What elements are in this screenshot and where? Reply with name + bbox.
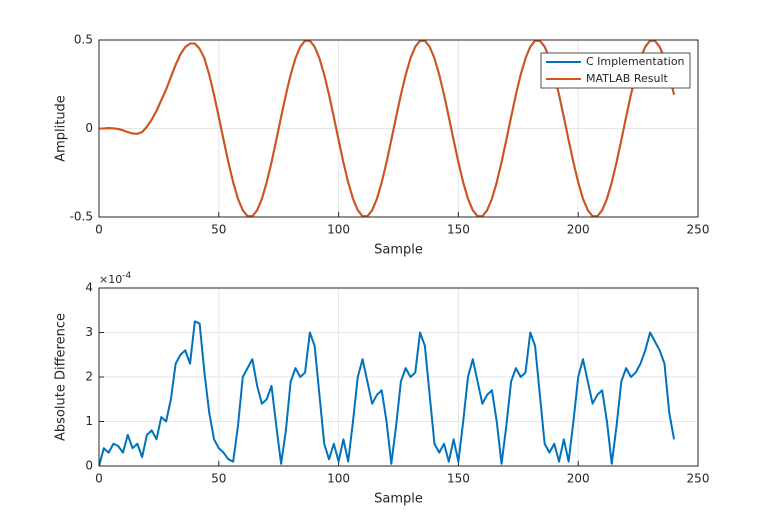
exponent-base: ×10 [99, 273, 122, 286]
x-tick-label: 200 [567, 472, 590, 486]
data-line [99, 40, 676, 217]
x-tick-label: 100 [327, 223, 350, 237]
legend-box [540, 52, 691, 89]
exponent-power: -4 [122, 271, 131, 281]
x-tick-label: 0 [95, 223, 103, 237]
x-tick-label: 200 [567, 223, 590, 237]
axes-box [98, 39, 699, 218]
y-tick-label: -0.5 [70, 210, 93, 224]
y-axis-label: Absolute Difference [54, 313, 69, 441]
plot-area [99, 320, 676, 466]
legend-label: C Implementation [586, 55, 685, 68]
x-tick-label: 150 [447, 472, 470, 486]
x-axis-label: Sample [374, 492, 423, 507]
y-tick-label: 0.5 [74, 33, 93, 47]
x-tick-label: 0 [95, 472, 103, 486]
x-tick-label: 100 [327, 472, 350, 486]
plot-area [99, 40, 676, 217]
y-tick-label: 0 [85, 121, 93, 135]
y-tick-label: 3 [85, 325, 93, 339]
legend: C Implementation MATLAB Result [540, 52, 691, 89]
x-tick-label: 250 [687, 472, 710, 486]
y-tick-label: 2 [85, 370, 93, 384]
x-tick-label: 150 [447, 223, 470, 237]
x-tick-label: 250 [687, 223, 710, 237]
data-line [99, 320, 676, 466]
y-axis-label: Amplitude [54, 95, 69, 162]
x-tick-label: 50 [211, 472, 226, 486]
axes-box [98, 287, 699, 467]
y-tick-label: 1 [85, 414, 93, 428]
y-exponent: ×10-4 [99, 271, 131, 287]
legend-label: MATLAB Result [586, 72, 669, 85]
y-tick-label: 0 [85, 459, 93, 473]
x-tick-label: 50 [211, 223, 226, 237]
y-tick-label: 4 [85, 281, 93, 295]
x-axis-label: Sample [374, 243, 423, 258]
